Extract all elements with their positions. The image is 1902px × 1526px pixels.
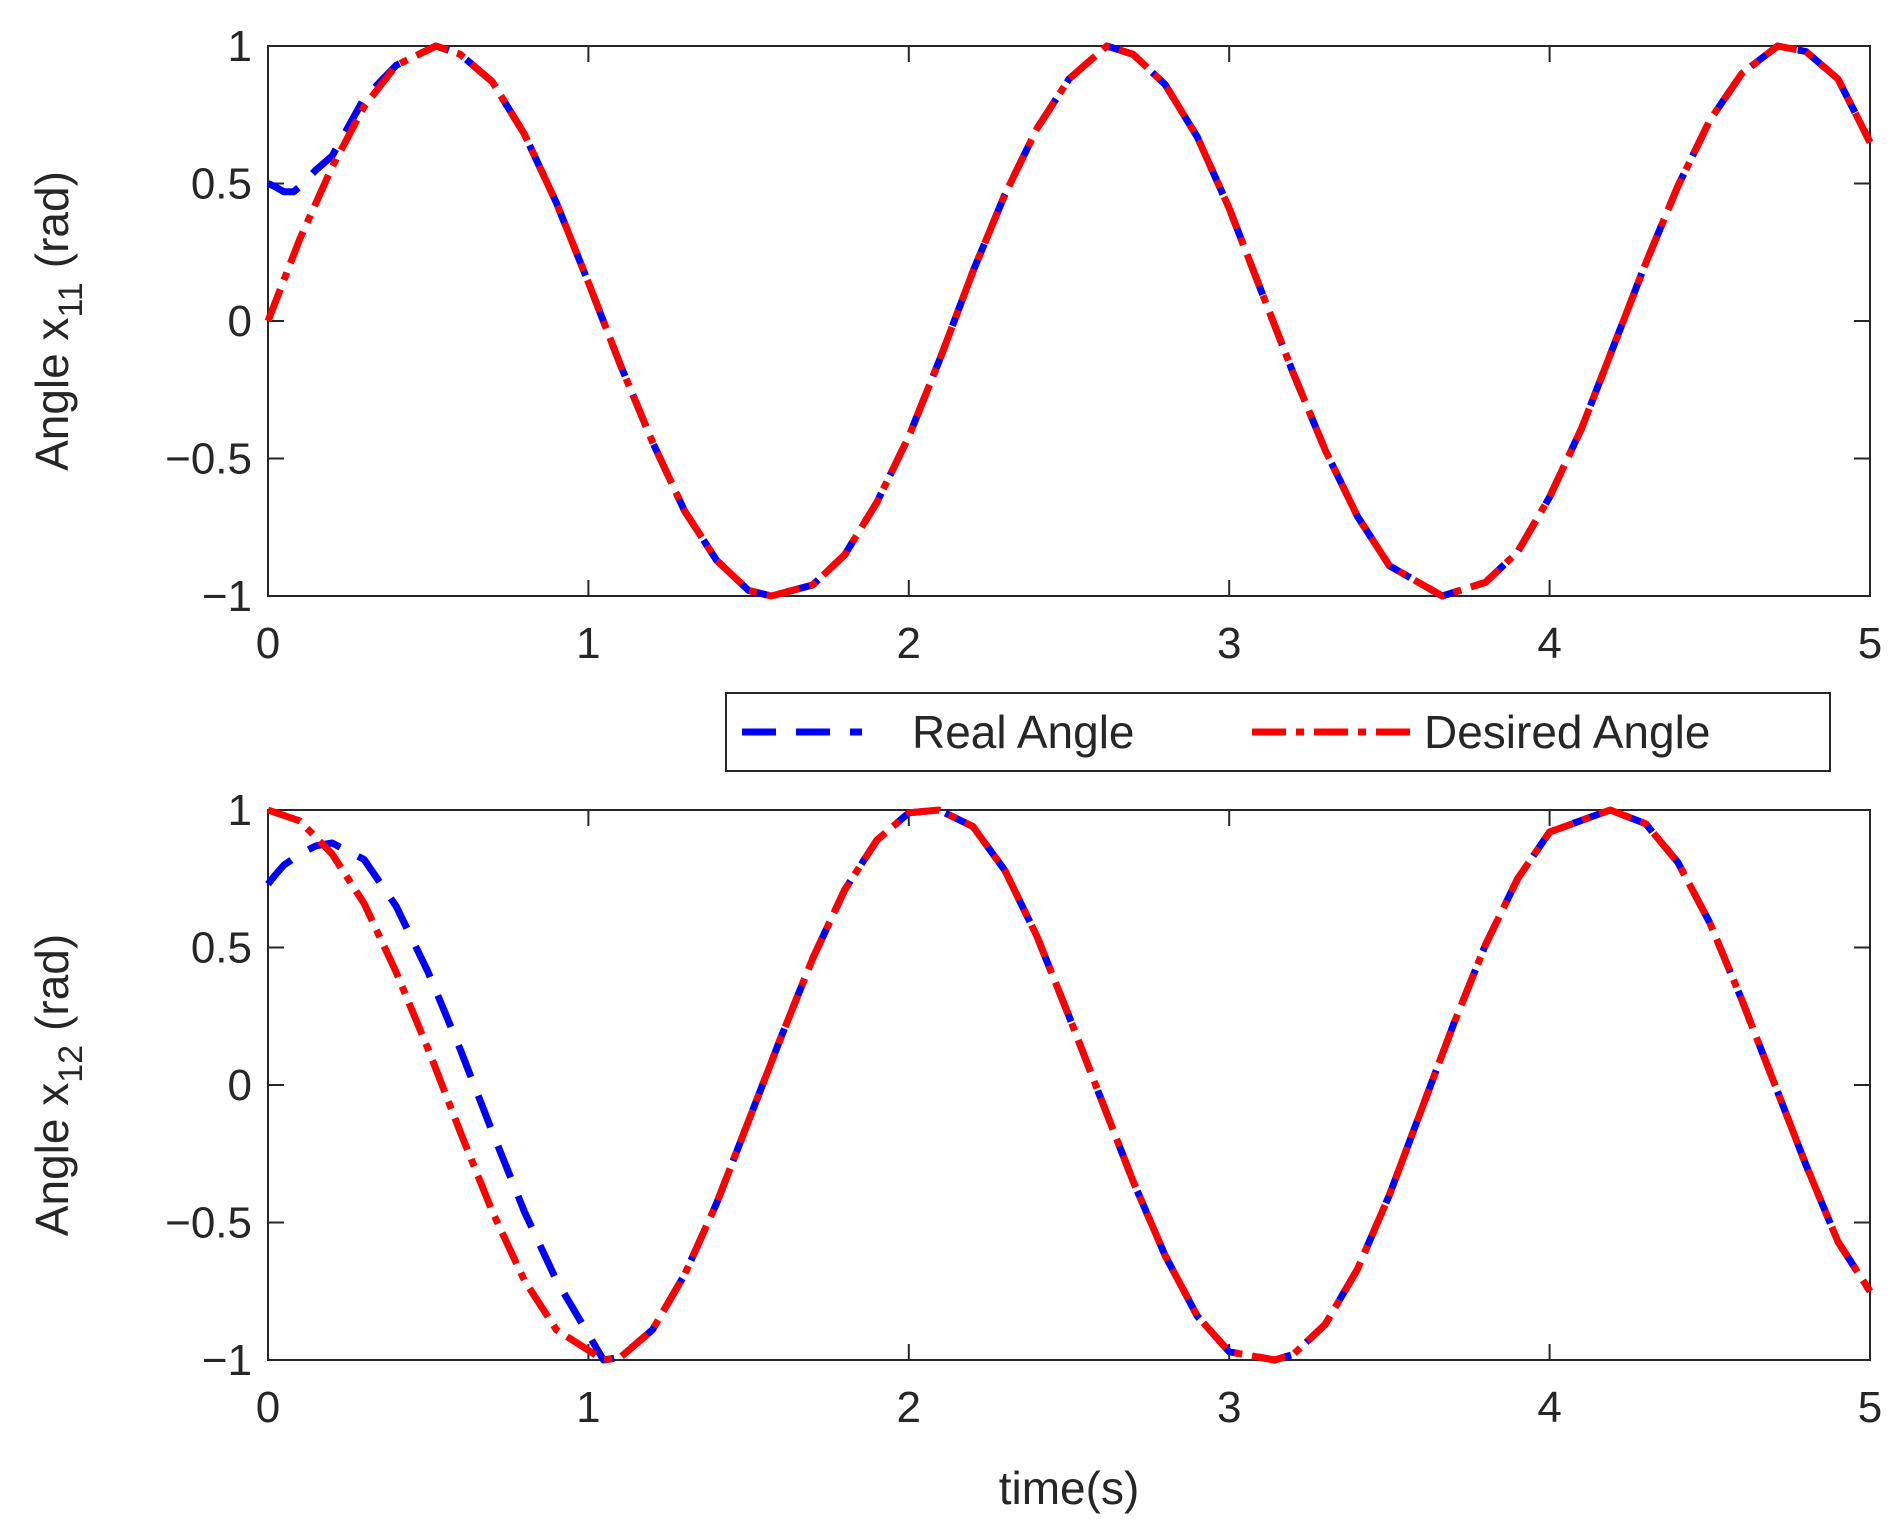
top-xtick-label: 5 [1858,619,1882,668]
bottom-ylabel-main: Angle x [26,1083,78,1236]
bottom-ylabel: Angle x12 (rad) [26,934,90,1236]
legend: Real Angle Desired Angle [725,692,1831,772]
bottom-xtick-label: 0 [256,1383,280,1432]
bottom-ytick-label: 0.5 [191,924,252,973]
top-ylabel-sub: 11 [52,282,90,317]
bottom-ticks: 0 1 2 3 4 5 −1 −0.5 0 0.5 1 [165,786,1882,1432]
bottom-ytick-label: −1 [202,1336,252,1385]
top-xtick-label: 4 [1537,619,1561,668]
bottom-xlabel: time(s) [999,1462,1140,1514]
bottom-plot-frame [267,809,1871,1361]
top-ytick-label: 1 [228,22,252,71]
bottom-xtick-label: 5 [1858,1383,1882,1432]
top-ytick-label: −0.5 [165,435,252,484]
top-xtick-label: 0 [256,619,280,668]
top-ylabel-main: Angle x [26,317,78,470]
top-chart-panel: 0 1 2 3 4 5 −1 −0.5 0 0.5 1 Angle x11 (rad) [26,22,1882,668]
top-ylabel: Angle x11 (rad) [26,171,90,471]
bottom-ytick-label: −0.5 [165,1199,252,1248]
top-ylabel-unit: (rad) [26,171,78,268]
top-ticks: 0 1 2 3 4 5 −1 −0.5 0 0.5 1 [165,22,1882,668]
top-xtick-label: 1 [576,619,600,668]
top-ytick-label: 0 [228,297,252,346]
top-xtick-label: 3 [1217,619,1241,668]
bottom-ylabel-sub: 12 [52,1045,90,1083]
bottom-series-layer [265,806,1873,1364]
bottom-ytick-label: 0 [228,1061,252,1110]
legend-real-label: Real Angle [912,706,1135,758]
top-ytick-label: 0.5 [191,160,252,209]
top-xtick-label: 2 [897,619,921,668]
top-series-layer [264,42,1874,600]
bottom-xtick-label: 4 [1537,1383,1561,1432]
bottom-ylabel-unit: (rad) [26,934,78,1031]
bottom-xtick-label: 3 [1217,1383,1241,1432]
top-ytick-label: −1 [202,572,252,621]
top-series-desired-angle-line [264,42,1874,600]
top-plot-frame [267,45,1871,597]
legend-desired-label: Desired Angle [1424,706,1710,758]
bottom-ytick-label: 1 [228,786,252,835]
bottom-series-desired-angle-line [266,806,1873,1364]
bottom-xtick-label: 1 [576,1383,600,1432]
bottom-xtick-label: 2 [897,1383,921,1432]
bottom-chart-panel: 0 1 2 3 4 5−1−0.500.51 Angle x12(rad) time(s) [26,786,1882,1514]
